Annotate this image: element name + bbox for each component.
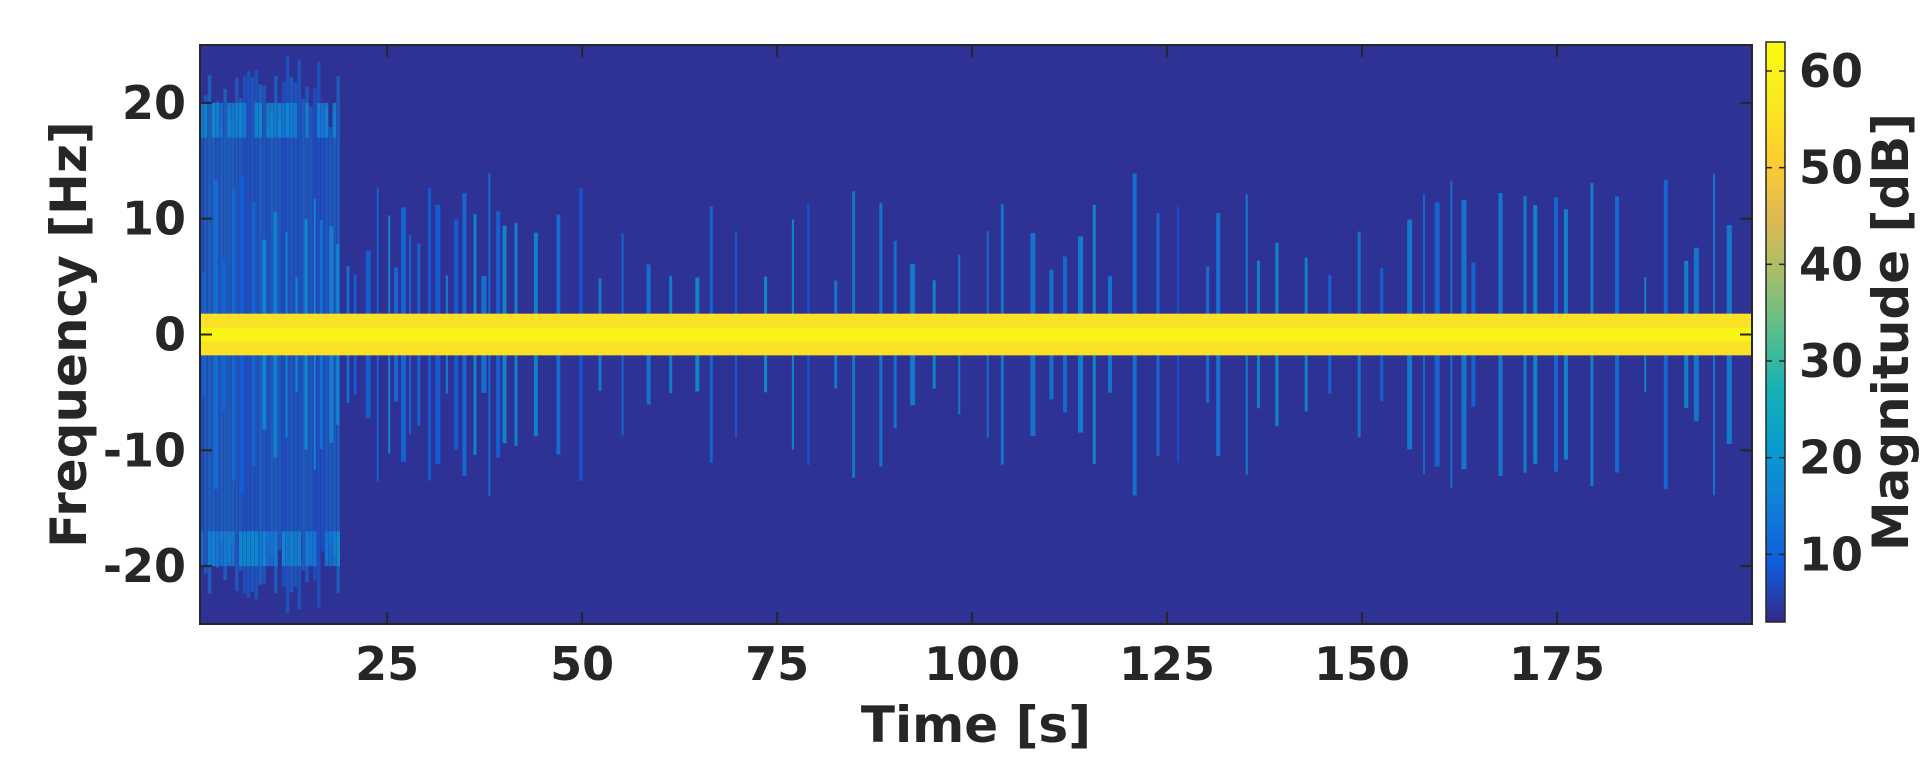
burst-hot-band (231, 102, 235, 138)
burst-hot-band (332, 531, 337, 567)
burst-hot-band (266, 102, 270, 138)
colorbar-title: Magnitude [dB] (1862, 113, 1920, 551)
colorbar-tick-label: 30 (1799, 334, 1863, 388)
burst-hot-band (328, 531, 333, 567)
burst-hot-band (281, 531, 286, 567)
burst-hot-band (238, 102, 243, 138)
burst-hot-band (246, 531, 251, 567)
burst-hot-band (324, 102, 329, 138)
x-tick-label: 125 (1119, 637, 1215, 691)
y-tick-label: -20 (103, 539, 186, 593)
burst-hot-band (274, 531, 278, 567)
burst-hot-band (254, 531, 259, 567)
colorbar-tick-label: 40 (1799, 237, 1863, 291)
burst-hot-band (285, 531, 290, 567)
burst-hot-band (200, 531, 204, 567)
burst-hot-band (219, 531, 224, 567)
colorbar-tick-label: 10 (1799, 527, 1863, 581)
burst-hot-band (336, 531, 340, 567)
plot-area (200, 45, 1752, 624)
x-tick-label: 100 (924, 637, 1020, 691)
x-tick-label: 25 (355, 637, 419, 691)
burst-hot-band (258, 102, 263, 138)
burst-hot-band (293, 531, 298, 567)
burst-hot-band (270, 102, 274, 138)
x-axis-title: Time [s] (861, 696, 1091, 754)
burst-hot-band (250, 531, 255, 567)
burst-hot-band (313, 531, 317, 567)
x-tick-label: 50 (550, 637, 614, 691)
burst-hot-band (242, 531, 247, 567)
burst-hot-band (285, 102, 290, 138)
burst-hot-band (309, 531, 313, 567)
burst-hot-band (223, 531, 227, 567)
burst-hot-band (219, 102, 224, 138)
burst-hot-band (305, 531, 309, 567)
burst-hot-band (231, 531, 235, 567)
burst-hot-band (289, 531, 294, 567)
burst-hot-band (277, 102, 282, 138)
burst-hot-band (258, 531, 263, 567)
burst-hot-band (238, 531, 243, 567)
burst-hot-band (305, 102, 309, 138)
burst-hot-band (266, 531, 270, 567)
x-tick-label: 175 (1509, 637, 1605, 691)
burst-hot-band (320, 102, 325, 138)
burst-hot-band (297, 531, 301, 567)
y-axis-title: Frequency [Hz] (40, 121, 98, 548)
colorbar-tick-label: 20 (1799, 431, 1863, 485)
burst-hot-band (316, 102, 321, 138)
burst-hot-band (227, 531, 231, 567)
y-tick-label: -10 (103, 423, 186, 477)
burst-hot-band (227, 102, 231, 138)
burst-hot-band (289, 102, 294, 138)
colorbar-tick-label: 60 (1799, 44, 1863, 98)
burst-hot-band (215, 102, 220, 138)
burst-hot-band (200, 102, 204, 138)
x-tick-label: 150 (1314, 637, 1410, 691)
burst-hot-band (207, 531, 212, 567)
burst-hot-band (324, 531, 329, 567)
burst-hot-band (262, 531, 266, 567)
burst-hot-band (274, 102, 278, 138)
burst-hot-band (203, 102, 208, 138)
y-tick-label: 0 (154, 308, 186, 362)
y-tick-label: 10 (122, 192, 186, 246)
burst-hot-band (281, 102, 286, 138)
burst-hot-band (211, 531, 216, 567)
burst-hot-band (242, 102, 247, 138)
colorbar (1765, 41, 1786, 623)
burst-hot-band (254, 102, 259, 138)
burst-hot-band (332, 102, 337, 138)
dc-band-core (200, 327, 1752, 342)
colorbar-tick-label: 50 (1799, 141, 1863, 195)
x-tick-label: 75 (745, 637, 809, 691)
y-tick-label: 20 (122, 76, 186, 130)
burst-hot-band (270, 531, 274, 567)
burst-hot-band (235, 102, 239, 138)
burst-hot-band (293, 102, 298, 138)
burst-hot-band (215, 531, 220, 567)
burst-hot-band (211, 102, 216, 138)
colorbar-ticks: 60 50 40 30 20 10 (1766, 44, 1863, 581)
